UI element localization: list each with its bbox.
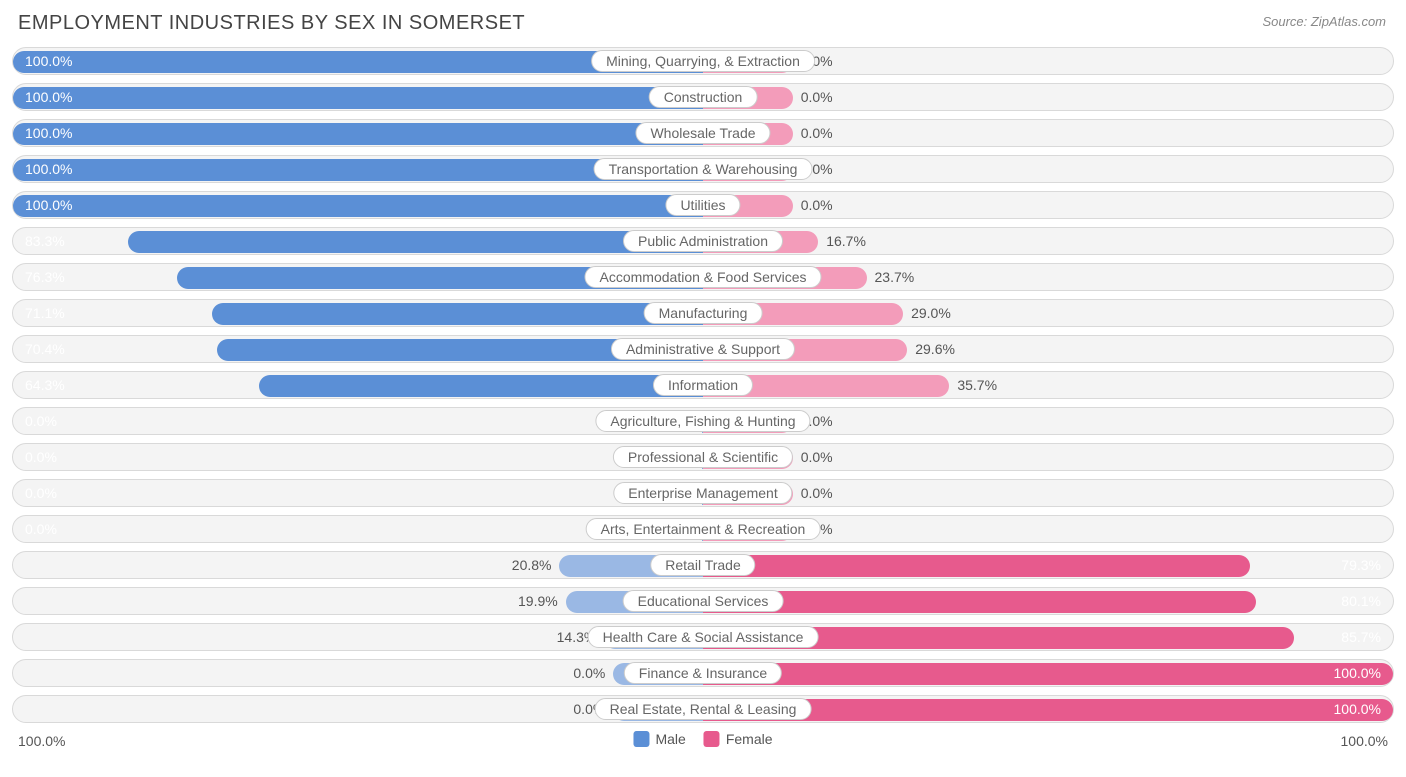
male-value-label: 100.0%	[25, 125, 72, 141]
male-bar	[212, 303, 703, 325]
category-label: Manufacturing	[644, 302, 763, 324]
male-bar	[13, 87, 703, 109]
legend-male-label: Male	[655, 731, 685, 747]
female-value-label: 0.0%	[801, 125, 833, 141]
male-swatch-icon	[633, 731, 649, 747]
chart-title: EMPLOYMENT INDUSTRIES BY SEX IN SOMERSET	[0, 0, 1406, 41]
female-value-label: 85.7%	[1341, 629, 1381, 645]
male-value-label: 100.0%	[25, 161, 72, 177]
male-value-label: 71.1%	[25, 305, 65, 321]
table-row: 100.0% 0.0% Construction	[12, 83, 1394, 111]
female-bar	[703, 663, 1393, 685]
male-value-label: 64.3%	[25, 377, 65, 393]
male-bar	[259, 375, 703, 397]
male-bar	[128, 231, 703, 253]
male-value-label: 100.0%	[25, 53, 72, 69]
male-value-label: 76.3%	[25, 269, 65, 285]
table-row: 0.0% 0.0% Enterprise Management	[12, 479, 1394, 507]
legend: Male Female	[633, 731, 772, 747]
male-value-label: 83.3%	[25, 233, 65, 249]
male-value-label: 100.0%	[25, 197, 72, 213]
table-row: 20.8% 79.3% Retail Trade	[12, 551, 1394, 579]
category-label: Mining, Quarrying, & Extraction	[591, 50, 815, 72]
female-swatch-icon	[704, 731, 720, 747]
table-row: 100.0% 0.0% Wholesale Trade	[12, 119, 1394, 147]
female-value-label: 0.0%	[801, 449, 833, 465]
female-value-label: 79.3%	[1341, 557, 1381, 573]
category-label: Construction	[649, 86, 758, 108]
male-value-label: 0.0%	[25, 449, 57, 465]
category-label: Public Administration	[623, 230, 783, 252]
table-row: 71.1% 29.0% Manufacturing	[12, 299, 1394, 327]
male-value-label: 19.9%	[518, 593, 558, 609]
female-value-label: 100.0%	[1334, 665, 1381, 681]
axis-right-label: 100.0%	[1341, 733, 1388, 749]
male-value-label: 0.0%	[25, 485, 57, 501]
table-row: 19.9% 80.1% Educational Services	[12, 587, 1394, 615]
table-row: 100.0%0.0%Transportation & Warehousing	[12, 155, 1394, 183]
category-label: Arts, Entertainment & Recreation	[586, 518, 821, 540]
axis-left-label: 100.0%	[18, 733, 65, 749]
category-label: Retail Trade	[650, 554, 755, 576]
category-label: Wholesale Trade	[635, 122, 770, 144]
legend-female-label: Female	[726, 731, 773, 747]
table-row: 76.3% 23.7% Accommodation & Food Services	[12, 263, 1394, 291]
category-label: Real Estate, Rental & Leasing	[595, 698, 812, 720]
table-row: 0.0%0.0%Arts, Entertainment & Recreation	[12, 515, 1394, 543]
category-label: Health Care & Social Assistance	[588, 626, 819, 648]
chart-footer: 100.0% Male Female 100.0%	[12, 731, 1394, 757]
legend-item-female: Female	[704, 731, 773, 747]
male-value-label: 0.0%	[25, 413, 57, 429]
table-row: 100.0%0.0%Mining, Quarrying, & Extractio…	[12, 47, 1394, 75]
table-row: 0.0% 0.0% Professional & Scientific	[12, 443, 1394, 471]
male-value-label: 20.8%	[512, 557, 552, 573]
male-bar	[13, 123, 703, 145]
female-value-label: 100.0%	[1334, 701, 1381, 717]
source-attribution: Source: ZipAtlas.com	[1262, 14, 1386, 29]
female-value-label: 29.0%	[911, 305, 951, 321]
table-row: 0.0%100.0%Real Estate, Rental & Leasing	[12, 695, 1394, 723]
female-value-label: 80.1%	[1341, 593, 1381, 609]
male-value-label: 0.0%	[25, 521, 57, 537]
table-row: 64.3% 35.7% Information	[12, 371, 1394, 399]
female-value-label: 16.7%	[826, 233, 866, 249]
table-row: 70.4% 29.6% Administrative & Support	[12, 335, 1394, 363]
female-value-label: 0.0%	[801, 485, 833, 501]
male-bar	[13, 195, 703, 217]
category-label: Administrative & Support	[611, 338, 795, 360]
category-label: Professional & Scientific	[613, 446, 793, 468]
female-value-label: 0.0%	[801, 89, 833, 105]
table-row: 83.3% 16.7% Public Administration	[12, 227, 1394, 255]
male-value-label: 100.0%	[25, 89, 72, 105]
female-value-label: 29.6%	[915, 341, 955, 357]
table-row: 0.0%0.0%Agriculture, Fishing & Hunting	[12, 407, 1394, 435]
female-bar	[703, 591, 1256, 613]
female-value-label: 23.7%	[875, 269, 915, 285]
category-label: Enterprise Management	[613, 482, 792, 504]
female-value-label: 35.7%	[957, 377, 997, 393]
table-row: 0.0% 100.0% Finance & Insurance	[12, 659, 1394, 687]
category-label: Accommodation & Food Services	[585, 266, 822, 288]
female-bar	[703, 555, 1250, 577]
category-label: Agriculture, Fishing & Hunting	[595, 410, 810, 432]
category-label: Information	[653, 374, 753, 396]
diverging-bar-chart: 100.0% 0.0% Mining, Quarrying, & Extractio…	[0, 41, 1406, 723]
category-label: Finance & Insurance	[624, 662, 782, 684]
table-row: 14.3%85.7%Health Care & Social Assistanc…	[12, 623, 1394, 651]
female-value-label: 0.0%	[801, 197, 833, 213]
male-value-label: 70.4%	[25, 341, 65, 357]
category-label: Transportation & Warehousing	[594, 158, 813, 180]
category-label: Utilities	[665, 194, 740, 216]
category-label: Educational Services	[623, 590, 784, 612]
male-value-label: 0.0%	[573, 665, 605, 681]
table-row: 100.0% 0.0% Utilities	[12, 191, 1394, 219]
legend-item-male: Male	[633, 731, 685, 747]
